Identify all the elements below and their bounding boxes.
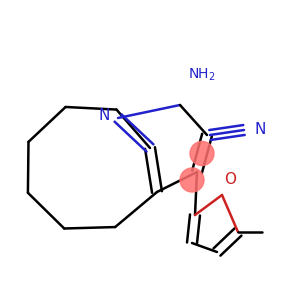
Text: NH$_2$: NH$_2$ (188, 67, 216, 83)
Text: O: O (224, 172, 236, 187)
Text: N: N (99, 109, 110, 124)
Circle shape (180, 168, 204, 192)
Text: N: N (255, 122, 266, 137)
Circle shape (190, 142, 214, 166)
